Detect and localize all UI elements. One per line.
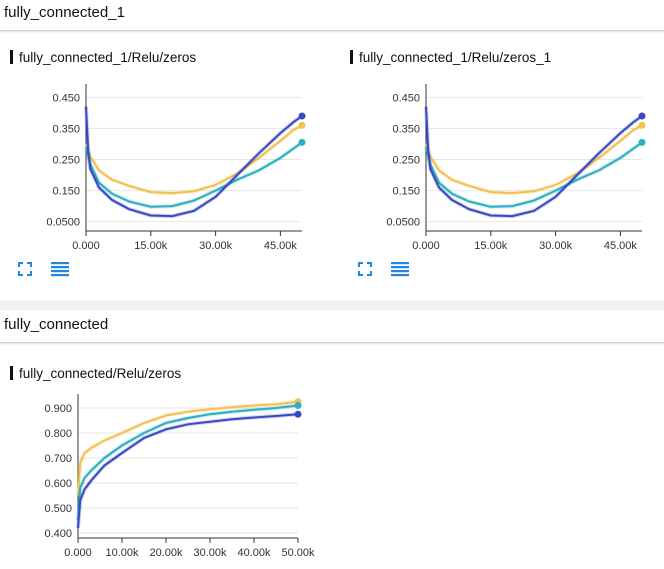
y-tick-label: 0.250 [392,155,420,167]
y-tick-label: 0.350 [52,123,80,135]
series-end-point [298,112,306,120]
y-tick-label: 0.250 [52,155,80,167]
x-tick-label: 30.00k [539,240,573,250]
y-tick-label: 0.500 [44,503,72,515]
y-tick-label: 0.800 [44,428,72,440]
title-bar-mark [350,50,353,64]
x-tick-label: 0.000 [412,240,440,250]
series-line [425,124,643,195]
x-tick-label: 30.00k [193,547,227,559]
series-line [77,400,299,496]
x-tick-label: 45.00k [604,240,638,250]
y-tick-label: 0.150 [52,186,80,198]
title-bar-mark [10,50,13,64]
section-header-fully-connected-1[interactable]: fully_connected_1 [0,0,664,31]
y-tick-label: 0.400 [44,528,72,540]
series-end-point [294,402,302,409]
chart-title-text: fully_connected/Relu/zeros [19,366,182,381]
y-tick-label: 0.700 [44,453,72,465]
y-tick-label: 0.450 [52,92,80,104]
series-line [77,413,299,529]
y-tick-label: 0.150 [392,186,420,198]
x-tick-label: 15.00k [474,240,508,250]
series-end-point [298,138,306,146]
line-chart[interactable]: 0.0500 0.150 0.250 0.350 0.450 0.000 15.00k 30.… [350,80,650,250]
x-tick-label: 40.00k [237,547,271,559]
data-table-button[interactable] [391,261,409,277]
chart-title: fully_connected_1/Relu/zeros_1 [350,50,551,65]
section-header-fully-connected[interactable]: fully_connected [0,312,664,343]
expand-button[interactable] [358,262,372,276]
list-icon [51,262,69,277]
x-tick-label: 15.00k [134,240,168,250]
series-end-point [638,112,646,120]
series-line [85,106,303,218]
list-icon [391,262,409,277]
fullscreen-icon [18,262,32,276]
series-end-point [638,138,646,146]
section-title: fully_connected [4,316,109,333]
series-line [77,404,299,521]
chart-title-text: fully_connected_1/Relu/zeros [19,50,197,65]
chart-title: fully_connected/Relu/zeros [10,366,181,381]
chart-title: fully_connected_1/Relu/zeros [10,50,196,65]
chart-title-text: fully_connected_1/Relu/zeros_1 [359,50,552,65]
x-tick-label: 30.00k [199,240,233,250]
x-tick-label: 45.00k [264,240,298,250]
section-divider [0,300,664,310]
series-line [425,141,643,208]
data-table-button[interactable] [51,261,69,277]
series-line [85,141,303,208]
series-raw-line [76,412,299,529]
y-tick-label: 0.350 [392,123,420,135]
series-line [85,124,303,195]
y-tick-label: 0.0500 [386,217,420,229]
y-tick-label: 0.0500 [46,217,80,229]
chart-card-3: fully_connected/Relu/zeros 0.400 0.500 0.6… [10,366,320,566]
section-title: fully_connected_1 [4,4,125,21]
y-tick-label: 0.450 [392,92,420,104]
fullscreen-icon [358,262,372,276]
x-tick-label: 20.00k [149,547,183,559]
x-tick-label: 10.00k [105,547,139,559]
line-chart[interactable]: 0.0500 0.150 0.250 0.350 0.450 0.000 15.00k 30.… [10,80,310,250]
chart-card-2: fully_connected_1/Relu/zeros_1 0.0500 0.1… [350,50,650,280]
series-line [425,106,643,218]
x-tick-label: 0.000 [72,240,100,250]
chart-card-1: fully_connected_1/Relu/zeros 0.0500 0.150… [10,50,310,280]
series-end-point [298,121,306,129]
series-end-point [638,121,646,129]
y-tick-label: 0.900 [44,403,72,415]
title-bar-mark [10,366,13,380]
x-tick-label: 50.00k [281,547,315,559]
line-chart[interactable]: 0.400 0.500 0.600 0.700 0.800 0.900 0.000 10.00… [10,390,315,568]
y-tick-label: 0.600 [44,478,72,490]
series-end-point [294,410,302,418]
expand-button[interactable] [18,262,32,276]
x-tick-label: 0.000 [64,547,92,559]
